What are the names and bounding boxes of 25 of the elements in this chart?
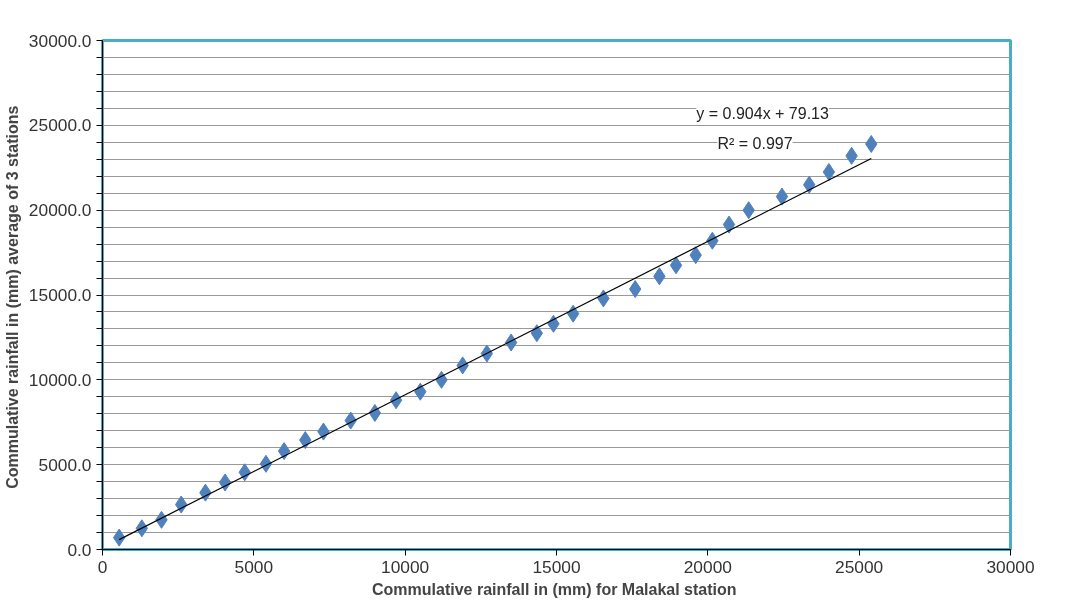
x-tick-label: 15000 xyxy=(532,556,581,577)
point xyxy=(669,256,683,275)
y-tick-label: 5000.0 xyxy=(38,454,92,475)
annotation: R² = 0.997 xyxy=(717,135,793,153)
y-tick-label: 30000.0 xyxy=(28,30,92,51)
x-tick-label: 30000 xyxy=(986,556,1035,577)
y-tick-label: 25000.0 xyxy=(28,115,92,136)
y-tick-label: 0.0 xyxy=(67,539,92,560)
x-tick-label: 25000 xyxy=(835,556,884,577)
y-axis-title: Commulative rainfall in (mm) average of 3 stations xyxy=(3,105,21,489)
x-tick-label: 5000 xyxy=(234,556,274,577)
x-tick-label: 10000 xyxy=(381,556,430,577)
x-tick-label: 0 xyxy=(97,556,108,577)
point xyxy=(822,162,836,181)
x-axis-title: Commulative rainfall in (mm) for Malakal station xyxy=(372,580,737,598)
x-tick-label: 20000 xyxy=(683,556,732,577)
point xyxy=(722,215,736,234)
point xyxy=(865,135,878,153)
y-tick-label: 15000.0 xyxy=(28,285,92,305)
y-tick-label: 10000.0 xyxy=(28,369,92,390)
y-tick-label: 20000.0 xyxy=(28,200,92,221)
point xyxy=(112,528,126,547)
point xyxy=(218,473,232,492)
point xyxy=(775,187,789,206)
annotation: y = 0.904x + 79.13 xyxy=(696,104,829,122)
